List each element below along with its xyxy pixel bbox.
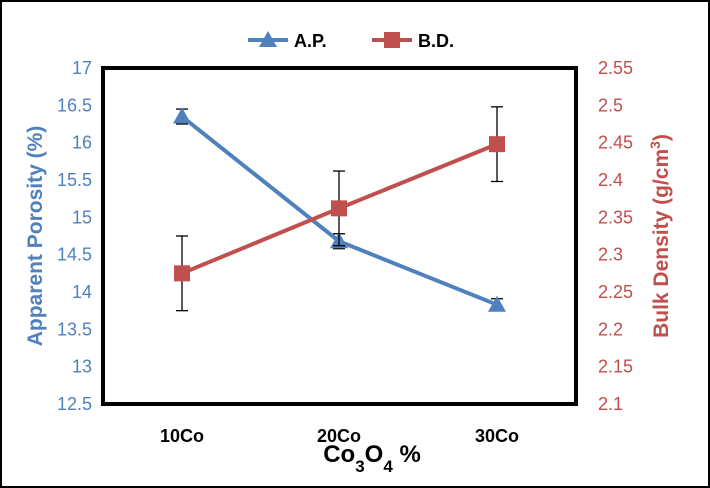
right-axis-title: Bulk Density (g/cm3) — [647, 134, 673, 338]
x-axis-title-main: Co — [323, 441, 355, 468]
right-tick-label: 2.2 — [598, 319, 623, 339]
x-axis-title: Co3O4 % — [323, 441, 421, 476]
legend-ap-marker — [259, 31, 277, 47]
legend-ap-label: A.P. — [294, 31, 327, 51]
left-tick-label: 13 — [72, 357, 92, 377]
left-tick-label: 13.5 — [57, 319, 92, 339]
legend-bd-label: B.D. — [418, 31, 454, 51]
right-tick-label: 2.15 — [598, 357, 633, 377]
series-layer — [173, 106, 506, 312]
left-axis-ticks: 12.5 13 13.5 14 14.5 15 15.5 16 16.5 17 — [57, 58, 92, 414]
right-tick-label: 2.35 — [598, 207, 633, 227]
right-tick-label: 2.55 — [598, 58, 633, 78]
right-axis-ticks: 2.1 2.15 2.2 2.25 2.3 2.35 2.4 2.45 2.5 2.55 — [598, 58, 633, 414]
left-tick-label: 15 — [72, 207, 92, 227]
left-tick-label: 16.5 — [57, 95, 92, 115]
x-axis-title-mid: O — [365, 441, 384, 468]
left-tick-label: 12.5 — [57, 394, 92, 414]
x-axis-title-tail: % — [393, 441, 421, 468]
right-tick-label: 2.4 — [598, 170, 623, 190]
x-axis-title-sub1: 3 — [355, 457, 364, 476]
right-axis-title-main: Bulk Density (g/cm — [650, 149, 673, 338]
right-tick-label: 2.3 — [598, 245, 623, 265]
left-tick-label: 17 — [72, 58, 92, 78]
x-axis-title-sub2: 4 — [383, 457, 393, 476]
data-point-ap — [488, 295, 506, 312]
right-axis-title-end: ) — [650, 134, 673, 141]
right-tick-label: 2.1 — [598, 394, 623, 414]
data-point-bd — [331, 200, 347, 217]
x-tick-label: 20Co — [317, 426, 361, 446]
left-tick-label: 16 — [72, 133, 92, 153]
left-axis-title: Apparent Porosity (%) — [24, 126, 47, 347]
x-tick-label: 10Co — [160, 426, 204, 446]
legend: A.P. B.D. — [248, 31, 454, 51]
legend-bd-marker — [384, 32, 400, 48]
data-point-bd — [489, 136, 505, 153]
left-tick-label: 14.5 — [57, 245, 92, 265]
right-tick-label: 2.45 — [598, 133, 633, 153]
x-axis-ticks: 10Co 20Co 30Co — [160, 426, 519, 446]
right-tick-label: 2.5 — [598, 95, 623, 115]
data-point-bd — [174, 265, 190, 282]
right-tick-label: 2.25 — [598, 282, 633, 302]
right-axis-title-sup: 3 — [647, 141, 663, 149]
left-tick-label: 15.5 — [57, 170, 92, 190]
data-point-ap — [173, 107, 191, 124]
left-tick-label: 14 — [72, 282, 92, 302]
x-tick-label: 30Co — [475, 426, 519, 446]
